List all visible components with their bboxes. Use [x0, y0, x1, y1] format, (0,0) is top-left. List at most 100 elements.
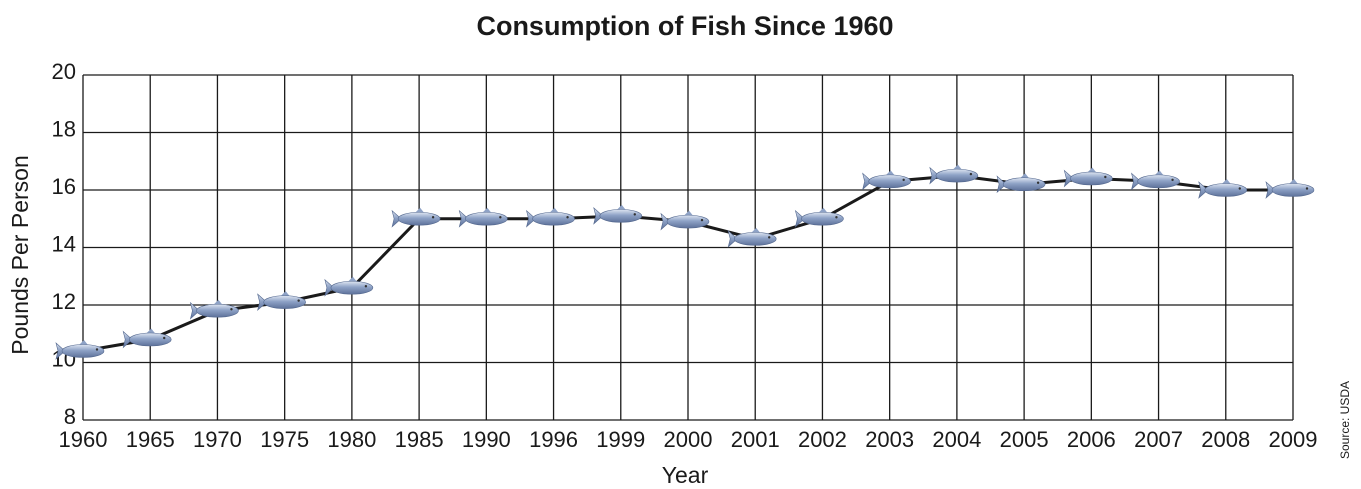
fish-fin — [1221, 179, 1231, 184]
x-tick-label: 2004 — [932, 427, 981, 452]
x-tick-label: 1980 — [327, 427, 376, 452]
x-tick-label: 2000 — [664, 427, 713, 452]
x-tick-label: 1960 — [59, 427, 108, 452]
fish-tail — [458, 209, 469, 228]
fish-eye — [230, 308, 233, 311]
fish-marker — [391, 207, 441, 228]
fish-eye — [633, 213, 636, 216]
fish-eye — [499, 216, 502, 219]
fish-body — [599, 209, 643, 223]
fish-body — [1271, 183, 1315, 197]
fish-fin — [280, 291, 290, 297]
y-tick-label: 20 — [52, 59, 76, 84]
fish-body — [128, 332, 172, 347]
fish-tail — [660, 212, 671, 231]
x-axis-label: Year — [662, 462, 709, 488]
fish-eye — [431, 216, 435, 219]
y-tick-label: 14 — [52, 231, 76, 256]
fish-body — [465, 211, 508, 226]
fish-eye — [566, 216, 569, 219]
y-tick-label: 12 — [52, 289, 76, 314]
fish-eye — [835, 216, 838, 219]
fish-tail — [257, 293, 268, 311]
fish-marker — [189, 299, 239, 320]
fish-body — [868, 174, 911, 189]
x-tick-label: 2001 — [731, 427, 780, 452]
fish-fin — [751, 227, 761, 233]
fish-eye — [95, 348, 99, 351]
fish-body — [196, 303, 239, 318]
x-tick-label: 2002 — [798, 427, 847, 452]
fish-tail — [593, 207, 604, 225]
fish-tail — [727, 230, 738, 248]
fish-fin — [415, 207, 425, 213]
x-tick-label: 1975 — [260, 427, 309, 452]
fish-marker — [660, 210, 710, 231]
fish-tail — [391, 209, 402, 228]
fish-fin — [146, 328, 156, 334]
fish-eye — [700, 218, 704, 222]
y-tick-label: 16 — [52, 174, 76, 199]
fish-eye — [1305, 187, 1309, 190]
fish-fin — [1289, 179, 1298, 184]
fish-eye — [364, 285, 368, 288]
fish-fin — [684, 210, 693, 216]
y-tick-label: 8 — [64, 404, 76, 429]
fish-tail — [189, 301, 200, 320]
fish-tail — [929, 166, 940, 185]
fish-marker — [794, 207, 844, 228]
fish-tail — [1265, 181, 1276, 199]
fish-marker — [257, 291, 306, 311]
fish-body — [1002, 177, 1046, 192]
fish-fin — [347, 276, 357, 282]
fish-fin — [1154, 170, 1164, 176]
x-tick-label: 2008 — [1201, 427, 1250, 452]
fish-fin — [213, 299, 223, 305]
x-tick-label: 1996 — [529, 427, 578, 452]
fish-fin — [79, 340, 88, 345]
fish-marker — [1131, 170, 1180, 191]
x-tick-label: 1965 — [126, 427, 175, 452]
fish-body — [263, 295, 306, 309]
fish-tail — [55, 342, 66, 360]
fish-marker — [1198, 179, 1248, 199]
fish-eye — [163, 336, 166, 340]
x-tick-label: 2003 — [865, 427, 914, 452]
fish-eye — [1171, 178, 1174, 182]
fish-marker — [1063, 167, 1113, 188]
fish-fin — [616, 204, 626, 210]
fish-eye — [1104, 175, 1107, 179]
fish-tail — [1063, 169, 1074, 188]
fish-body — [935, 168, 979, 183]
fish-marker — [122, 328, 172, 349]
fish-fin — [885, 170, 895, 176]
fish-tail — [862, 172, 873, 191]
x-tick-label: 1999 — [596, 427, 645, 452]
fish-body — [666, 214, 710, 229]
fish-body — [532, 211, 575, 226]
fish-fin — [482, 207, 492, 213]
y-axis-label: Pounds Per Person — [7, 155, 33, 354]
fish-marker — [593, 204, 643, 225]
fish-tail — [1198, 181, 1209, 199]
fish-body — [733, 232, 777, 246]
fish-fin — [549, 207, 559, 213]
source-note: Source: USDA — [1338, 381, 1352, 459]
fish-tail — [122, 330, 133, 349]
fish-body — [330, 280, 374, 295]
fish-body — [61, 344, 105, 358]
fish-body — [1070, 171, 1113, 186]
x-tick-label: 2009 — [1269, 427, 1318, 452]
x-tick-label: 2005 — [1000, 427, 1049, 452]
fish-fin — [818, 207, 828, 213]
fish-eye — [1238, 187, 1241, 190]
fish-tail — [324, 278, 335, 297]
fish-marker — [996, 173, 1046, 194]
fish-marker — [862, 170, 911, 191]
fish-fin — [1020, 173, 1030, 179]
x-tick-label: 1970 — [193, 427, 242, 452]
fish-eye — [768, 236, 771, 239]
chart-title: Consumption of Fish Since 1960 — [476, 11, 893, 41]
